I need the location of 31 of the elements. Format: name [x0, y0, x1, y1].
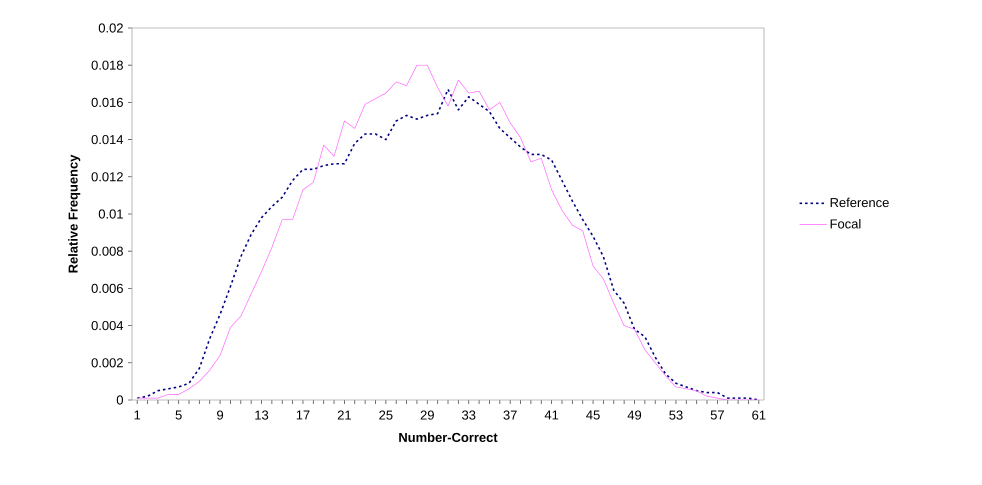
x-tick-label: 45 — [586, 410, 600, 420]
x-tick-label: 21 — [338, 410, 351, 420]
x-tick-label: 25 — [379, 410, 392, 420]
legend-label: Focal — [830, 218, 860, 228]
x-tick-label: 1 — [134, 410, 140, 420]
x-tick-label: 29 — [420, 410, 434, 420]
x-tick-label: 5 — [176, 410, 182, 420]
y-tick-label: 0 — [116, 395, 123, 405]
x-tick-label: 13 — [255, 410, 268, 420]
y-tick-label: 0.018 — [92, 60, 123, 70]
y-tick-label: 0.02 — [98, 23, 123, 33]
y-tick-label: 0.002 — [92, 358, 123, 368]
y-tick-label: 0.014 — [92, 134, 124, 144]
x-tick-label: 57 — [710, 410, 724, 420]
y-tick-label: 0.004 — [92, 320, 124, 330]
y-tick-label: 0.016 — [92, 98, 123, 107]
x-tick-label: 53 — [669, 410, 683, 420]
y-tick-label: 0.006 — [92, 284, 123, 293]
y-tick-label: 0.012 — [92, 172, 123, 182]
y-axis-title: Relative Frequency — [68, 154, 80, 273]
x-tick-label: 61 — [752, 410, 766, 420]
x-tick-label: 9 — [217, 410, 224, 420]
legend-label: Reference — [830, 198, 889, 208]
x-tick-label: 37 — [503, 410, 517, 420]
x-axis-title: Number-Correct — [399, 432, 498, 442]
x-tick-label: 49 — [628, 410, 642, 420]
x-tick-label: 41 — [544, 410, 558, 420]
y-tick-label: 0.008 — [92, 246, 123, 256]
x-tick-label: 33 — [462, 410, 476, 420]
y-tick-label: 0.01 — [98, 209, 123, 219]
x-tick-label: 17 — [296, 410, 310, 420]
